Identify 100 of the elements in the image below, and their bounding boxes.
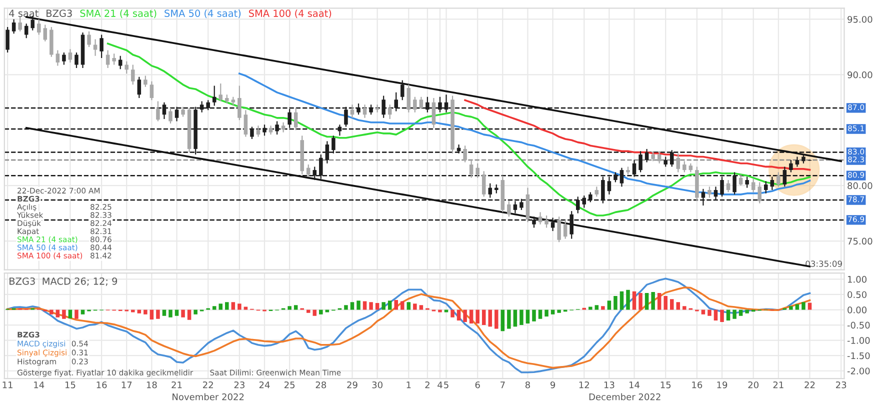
bar bbox=[789, 306, 793, 310]
bar bbox=[682, 306, 686, 310]
x-tick-label: 23 bbox=[234, 381, 244, 388]
bar bbox=[68, 310, 72, 318]
candlestick bbox=[118, 55, 122, 70]
bar bbox=[388, 300, 392, 310]
bar bbox=[544, 310, 548, 316]
bar bbox=[607, 300, 612, 310]
candlestick bbox=[43, 24, 48, 42]
candlestick bbox=[601, 176, 605, 204]
candlestick bbox=[708, 186, 712, 198]
candlestick bbox=[476, 162, 480, 178]
candlestick bbox=[150, 80, 154, 101]
bar bbox=[312, 310, 317, 316]
bar bbox=[400, 301, 404, 310]
bar bbox=[187, 310, 192, 320]
x-tick-label: 15 bbox=[65, 382, 76, 388]
candlestick bbox=[106, 50, 110, 69]
candlestick bbox=[638, 150, 642, 173]
candlestick bbox=[388, 104, 392, 120]
candlestick bbox=[576, 196, 580, 214]
candlestick bbox=[620, 167, 624, 188]
bar bbox=[601, 306, 605, 310]
bar bbox=[469, 310, 474, 324]
candlestick bbox=[651, 150, 655, 162]
x-tick-label: 16 bbox=[692, 381, 702, 388]
bar bbox=[620, 291, 624, 310]
x-tick-label: 17 bbox=[122, 382, 132, 388]
candlestick bbox=[764, 180, 768, 194]
x-tick-label: 6 bbox=[475, 381, 480, 388]
bar bbox=[194, 310, 198, 314]
x-tick-label: 28 bbox=[316, 381, 326, 388]
candlestick bbox=[362, 104, 367, 118]
candlestick bbox=[419, 96, 424, 110]
candlestick bbox=[426, 96, 430, 113]
bar bbox=[306, 310, 310, 313]
y-tick-label: 80.00 bbox=[848, 182, 872, 190]
candlestick bbox=[332, 135, 336, 154]
candlestick bbox=[538, 212, 542, 225]
x-tick-label: 22 bbox=[804, 381, 815, 388]
bar bbox=[738, 310, 743, 316]
candlestick bbox=[56, 50, 60, 66]
candlestick bbox=[701, 188, 706, 206]
bar bbox=[413, 304, 417, 310]
bar bbox=[50, 310, 54, 314]
bar bbox=[144, 310, 148, 314]
x-tick-label: 14 bbox=[630, 382, 640, 388]
candlestick bbox=[488, 182, 492, 198]
bar bbox=[795, 304, 800, 310]
candlestick bbox=[657, 150, 662, 164]
bar bbox=[670, 299, 674, 310]
candlestick bbox=[262, 124, 266, 136]
text: November 2022 bbox=[172, 393, 244, 400]
candlestick bbox=[400, 80, 404, 101]
bar bbox=[726, 310, 730, 320]
bar bbox=[319, 310, 323, 314]
chart-subtitle: 4 saat bbox=[9, 10, 38, 17]
candlestick bbox=[212, 85, 216, 106]
bar bbox=[651, 292, 655, 310]
bar bbox=[482, 310, 486, 326]
candlestick bbox=[444, 94, 448, 113]
candlestick bbox=[37, 18, 41, 36]
bar bbox=[802, 302, 806, 310]
bar bbox=[732, 310, 736, 319]
candlestick bbox=[124, 60, 129, 74]
bar bbox=[456, 310, 461, 320]
candlestick bbox=[238, 85, 242, 121]
candlestick bbox=[275, 120, 279, 136]
bar bbox=[218, 304, 223, 310]
bar bbox=[701, 310, 706, 314]
x-tick-label: 30 bbox=[372, 381, 382, 388]
candlestick bbox=[544, 214, 548, 228]
bar bbox=[156, 310, 160, 319]
candlestick bbox=[24, 23, 28, 39]
bar bbox=[62, 310, 66, 319]
candlestick bbox=[789, 160, 793, 173]
candlestick bbox=[131, 64, 135, 86]
candlestick bbox=[432, 97, 436, 128]
candlestick bbox=[30, 15, 34, 31]
bar bbox=[657, 292, 662, 310]
x-tick-label: 9 bbox=[550, 381, 556, 388]
candlestick bbox=[206, 100, 210, 111]
candlestick bbox=[758, 182, 762, 204]
candlestick bbox=[394, 92, 398, 112]
y-tick-label: 90.00 bbox=[848, 71, 872, 78]
x-tick-label: 20 bbox=[748, 381, 758, 388]
candlestick bbox=[714, 186, 718, 201]
bar bbox=[550, 310, 555, 314]
bar bbox=[494, 310, 498, 329]
candlestick bbox=[62, 52, 66, 66]
candlestick bbox=[250, 126, 254, 140]
candlestick bbox=[288, 108, 292, 128]
candlestick bbox=[218, 82, 223, 102]
bar bbox=[720, 310, 724, 322]
candlestick bbox=[795, 156, 800, 168]
candlestick bbox=[720, 176, 724, 198]
x-tick-label: 16 bbox=[96, 381, 107, 388]
bar bbox=[450, 310, 454, 318]
x-tick-label: 23 bbox=[836, 381, 846, 388]
bar bbox=[500, 310, 505, 332]
